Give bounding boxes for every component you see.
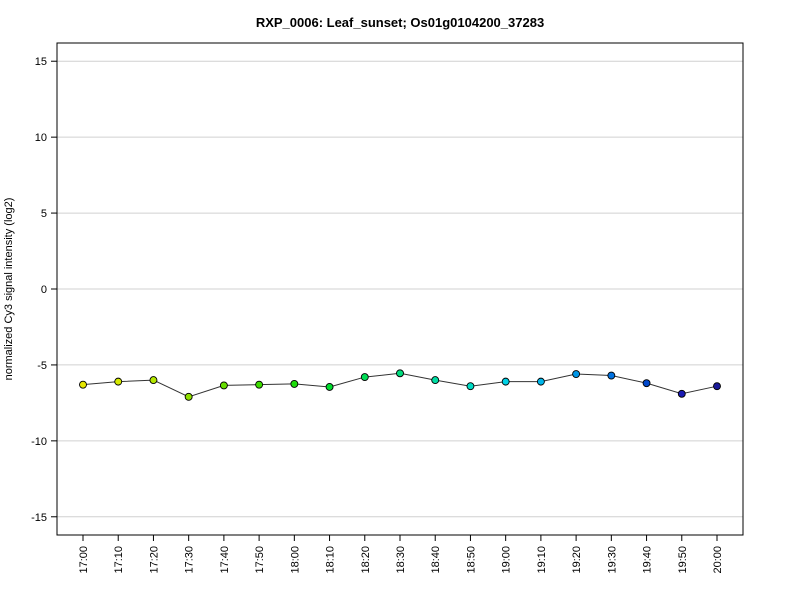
y-tick-label: 5 bbox=[41, 208, 47, 220]
x-tick-label: 19:00 bbox=[501, 546, 513, 574]
series bbox=[79, 369, 721, 401]
y-axis: -15 -10 -5 0 5 10 15 bbox=[31, 56, 57, 524]
data-point bbox=[466, 382, 475, 391]
x-tick-label: 18:10 bbox=[325, 546, 337, 574]
y-tick-label: -5 bbox=[37, 360, 47, 372]
x-tick-label: 17:30 bbox=[184, 546, 196, 574]
data-point bbox=[431, 376, 440, 385]
x-tick-label: 18:40 bbox=[430, 546, 442, 574]
data-point bbox=[255, 380, 264, 389]
data-point bbox=[360, 373, 369, 382]
data-point bbox=[184, 392, 193, 401]
x-tick-label: 17:00 bbox=[78, 546, 90, 574]
chart-title: RXP_0006: Leaf_sunset; Os01g0104200_3728… bbox=[256, 15, 544, 30]
data-point bbox=[396, 369, 404, 378]
x-tick-label: 19:40 bbox=[642, 546, 654, 574]
x-tick-label: 19:30 bbox=[606, 546, 618, 574]
data-point bbox=[114, 377, 123, 386]
x-tick-label: 19:20 bbox=[571, 546, 583, 574]
data-point bbox=[607, 371, 616, 380]
data-point bbox=[536, 377, 545, 386]
x-tick-label: 17:10 bbox=[113, 546, 125, 574]
x-tick-label: 18:50 bbox=[465, 546, 477, 574]
y-tick-label: -10 bbox=[31, 436, 47, 448]
data-point bbox=[149, 376, 158, 385]
grid bbox=[57, 60, 743, 518]
data-point bbox=[219, 381, 228, 390]
x-tick-label: 20:00 bbox=[712, 546, 724, 574]
x-tick-label: 18:30 bbox=[395, 546, 407, 574]
y-tick-label: 0 bbox=[41, 284, 47, 296]
y-tick-label: -15 bbox=[31, 512, 47, 524]
data-point bbox=[642, 379, 651, 388]
y-axis-label: normalized Cy3 signal intensity (log2) bbox=[3, 198, 15, 381]
x-tick-label: 18:00 bbox=[289, 546, 301, 574]
data-point bbox=[677, 389, 686, 398]
data-point bbox=[572, 370, 581, 378]
x-tick-label: 17:50 bbox=[254, 546, 266, 574]
data-point bbox=[501, 377, 510, 386]
x-tick-label: 17:40 bbox=[219, 546, 231, 574]
y-tick-label: 10 bbox=[35, 132, 47, 144]
x-tick-label: 19:10 bbox=[536, 546, 548, 574]
data-point bbox=[325, 382, 334, 391]
data-point bbox=[713, 382, 721, 391]
x-tick-label: 19:50 bbox=[677, 546, 689, 574]
x-tick-label: 18:20 bbox=[360, 546, 372, 574]
x-axis: 17:00 17:10 17:20 17:30 17:40 17:50 18:00 18:10… bbox=[78, 534, 724, 574]
x-tick-label: 17:20 bbox=[148, 546, 160, 574]
data-point bbox=[79, 380, 87, 389]
data-point bbox=[290, 379, 299, 388]
y-tick-label: 15 bbox=[35, 56, 47, 68]
